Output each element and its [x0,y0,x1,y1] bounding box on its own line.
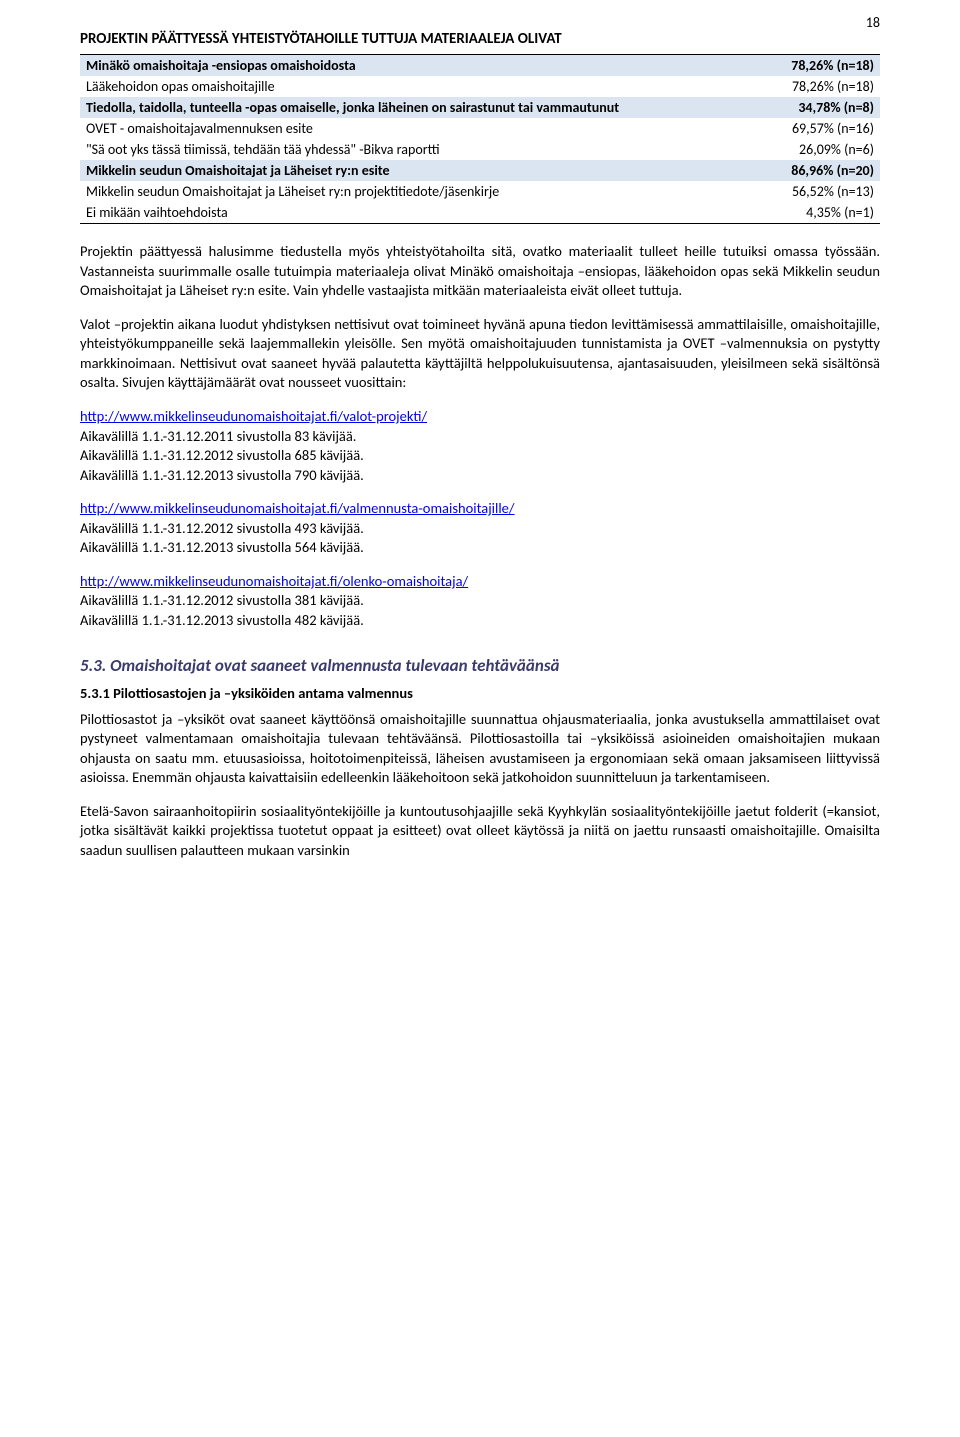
table-row: Tiedolla, taidolla, tunteella -opas omai… [80,97,880,118]
table-row: "Sä oot yks tässä tiimissä, tehdään tää … [80,139,880,160]
table-cell-value: 26,09% (n=6) [738,139,880,160]
subheading-5-3: 5.3. Omaishoitajat ovat saaneet valmennu… [80,655,880,676]
table-cell-label: "Sä oot yks tässä tiimissä, tehdään tää … [80,139,738,160]
table-cell-label: Mikkelin seudun Omaishoitajat ja Läheise… [80,181,738,202]
subheading-5-3-1: 5.3.1 Pilottiosastojen ja –yksiköiden an… [80,684,880,702]
link-block: http://www.mikkelinseudunomaishoitajat.f… [80,499,880,558]
table-cell-label: OVET - omaishoitajavalmennuksen esite [80,118,738,139]
table-cell-value: 4,35% (n=1) [738,202,880,224]
page-number: 18 [866,14,880,31]
stats-line: Aikavälillä 1.1.-31.12.2013 sivustolla 4… [80,611,364,629]
stats-line: Aikavälillä 1.1.-31.12.2012 sivustolla 3… [80,591,364,609]
stats-line: Aikavälillä 1.1.-31.12.2011 sivustolla 8… [80,427,356,445]
table-cell-label: Tiedolla, taidolla, tunteella -opas omai… [80,97,738,118]
stats-line: Aikavälillä 1.1.-31.12.2013 sivustolla 7… [80,466,364,484]
body-paragraph: Valot –projektin aikana luodut yhdistyks… [80,315,880,393]
table-row: Minäkö omaishoitaja -ensiopas omaishoido… [80,55,880,77]
link-block: http://www.mikkelinseudunomaishoitajat.f… [80,407,880,485]
table-cell-label: Lääkehoidon opas omaishoitajille [80,76,738,97]
body-paragraph: Pilottiosastot ja –yksiköt ovat saaneet … [80,710,880,788]
table-cell-value: 78,26% (n=18) [738,76,880,97]
table-cell-label: Mikkelin seudun Omaishoitajat ja Läheise… [80,160,738,181]
section-title: PROJEKTIN PÄÄTTYESSÄ YHTEISTYÖTAHOILLE T… [80,30,880,48]
table-row: Mikkelin seudun Omaishoitajat ja Läheise… [80,181,880,202]
stats-link[interactable]: http://www.mikkelinseudunomaishoitajat.f… [80,407,427,425]
body-paragraph: Etelä-Savon sairaanhoitopiirin sosiaalit… [80,802,880,861]
link-block: http://www.mikkelinseudunomaishoitajat.f… [80,572,880,631]
table-cell-label: Ei mikään vaihtoehdoista [80,202,738,224]
stats-link[interactable]: http://www.mikkelinseudunomaishoitajat.f… [80,572,468,590]
table-cell-value: 86,96% (n=20) [738,160,880,181]
table-cell-value: 56,52% (n=13) [738,181,880,202]
table-cell-label: Minäkö omaishoitaja -ensiopas omaishoido… [80,55,738,77]
table-row: OVET - omaishoitajavalmennuksen esite69,… [80,118,880,139]
body-paragraph: Projektin päättyessä halusimme tiedustel… [80,242,880,301]
table-cell-value: 69,57% (n=16) [738,118,880,139]
stats-line: Aikavälillä 1.1.-31.12.2013 sivustolla 5… [80,538,364,556]
table-row: Ei mikään vaihtoehdoista4,35% (n=1) [80,202,880,224]
stats-line: Aikavälillä 1.1.-31.12.2012 sivustolla 6… [80,446,364,464]
table-row: Lääkehoidon opas omaishoitajille78,26% (… [80,76,880,97]
stats-link[interactable]: http://www.mikkelinseudunomaishoitajat.f… [80,499,514,517]
materials-table: Minäkö omaishoitaja -ensiopas omaishoido… [80,54,880,224]
table-cell-value: 34,78% (n=8) [738,97,880,118]
table-cell-value: 78,26% (n=18) [738,55,880,77]
table-row: Mikkelin seudun Omaishoitajat ja Läheise… [80,160,880,181]
stats-line: Aikavälillä 1.1.-31.12.2012 sivustolla 4… [80,519,364,537]
